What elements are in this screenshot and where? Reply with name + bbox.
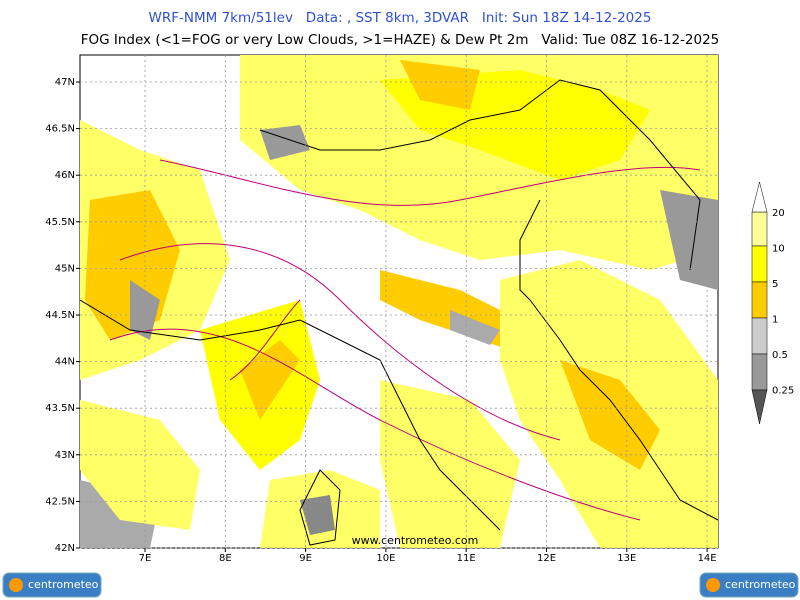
lon-label: 12E: [537, 553, 556, 564]
lat-label: 45N: [55, 263, 75, 274]
lon-label: 14E: [698, 553, 717, 564]
lat-label: 46N: [55, 170, 75, 181]
colorbar-extension: [751, 181, 768, 213]
lat-label: 43N: [55, 450, 75, 461]
lat-label: 43.5N: [45, 403, 75, 414]
colorbar-band: [751, 281, 768, 319]
axis-labels: 47N 46.5N 46N 45.5N 45N 44.5N 44N 43.5N 43N 42.5N…: [45, 77, 716, 564]
colorbar-band: [751, 211, 768, 247]
lat-label: 44.5N: [45, 310, 75, 321]
colorbar-label: 0.5: [772, 350, 788, 361]
logo-icon: [9, 578, 23, 592]
colorbar-extension: [751, 389, 768, 425]
logo-icon: [706, 578, 720, 592]
colorbar-label: 10: [772, 244, 785, 255]
title: WRF-NMM 7km/51lev Data: , SST 8km, 3DVAR…: [149, 10, 652, 26]
logo-box: [2, 572, 102, 598]
subtitle: FOG Index (<1=FOG or very Low Clouds, >1…: [81, 32, 720, 48]
lon-label: 13E: [617, 553, 636, 564]
lon-label: 10E: [376, 553, 395, 564]
lat-label: 42.5N: [45, 496, 75, 507]
lon-label: 11E: [457, 553, 476, 564]
logo-text: centrometeo: [28, 578, 99, 591]
lat-label: 44N: [55, 357, 75, 368]
watermark: www.centrometeo.com: [352, 534, 479, 547]
lat-label: 42N: [55, 543, 75, 554]
lon-label: 9E: [299, 553, 312, 564]
logo-text: centrometeo: [725, 578, 796, 591]
fog-field: [80, 55, 718, 548]
colorbar-band: [751, 245, 768, 283]
logo-right: centrometeo: [699, 572, 799, 598]
colorbar-label: 5: [772, 279, 778, 290]
logo-left: centrometeo: [2, 572, 102, 598]
colorbar-label: 0.25: [772, 386, 794, 397]
colorbar-band: [751, 353, 768, 391]
map: 47N 46.5N 46N 45.5N 45N 44.5N 44N 43.5N 43N 42.5N…: [45, 54, 719, 564]
lat-label: 45.5N: [45, 217, 75, 228]
lat-label: 46.5N: [45, 124, 75, 135]
colorbar-label: 1: [772, 315, 778, 326]
colorbar-band: [751, 317, 768, 355]
graticule: [80, 55, 718, 549]
logo-box: [699, 572, 799, 598]
lon-label: 7E: [139, 553, 152, 564]
lon-label: 8E: [219, 553, 232, 564]
colorbar: 20 10 5 1 0.5 0.25: [751, 181, 794, 425]
colorbar-label: 20: [772, 208, 785, 219]
lat-label: 47N: [55, 77, 75, 88]
